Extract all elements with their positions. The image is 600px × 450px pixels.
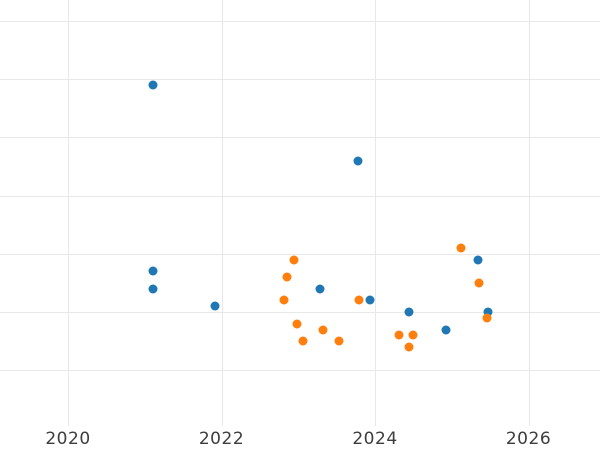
x-tick-label: 2022 — [198, 429, 245, 449]
data-point-series-orange — [482, 313, 492, 323]
x-tick-label: 2020 — [45, 429, 91, 449]
data-point-series-orange — [394, 330, 404, 340]
data-point-series-orange — [456, 243, 466, 253]
data-point-series-blue — [148, 80, 158, 90]
gridline-horizontal — [0, 253, 600, 255]
gridline-horizontal — [0, 195, 600, 197]
data-point-series-orange — [292, 319, 302, 329]
data-point-series-blue — [473, 255, 483, 265]
data-point-series-blue — [148, 284, 158, 294]
gridline-horizontal — [0, 78, 600, 80]
gridline-vertical — [375, 0, 376, 426]
gridline-horizontal — [0, 312, 600, 314]
data-point-series-blue — [483, 307, 493, 317]
x-tick-label: 2024 — [352, 429, 398, 449]
x-tick-label: 2026 — [505, 429, 552, 449]
data-point-series-blue — [365, 295, 375, 305]
data-point-series-orange — [474, 278, 484, 288]
data-point-series-blue — [353, 156, 363, 166]
data-point-series-blue — [315, 284, 325, 294]
gridline-vertical — [528, 0, 530, 426]
data-point-series-orange — [404, 342, 414, 352]
gridline-horizontal — [0, 370, 600, 372]
gridline-horizontal — [0, 137, 600, 139]
data-point-series-blue — [441, 325, 451, 335]
data-point-series-blue — [148, 266, 158, 276]
data-point-series-orange — [408, 330, 418, 340]
data-point-series-orange — [279, 295, 289, 305]
gridline-vertical — [221, 0, 223, 426]
gridline-horizontal — [0, 20, 600, 22]
data-point-series-blue — [210, 301, 220, 311]
data-point-series-orange — [298, 336, 308, 346]
data-point-series-orange — [282, 272, 292, 282]
data-point-series-orange — [289, 255, 299, 265]
data-point-series-blue — [404, 307, 414, 317]
data-point-series-orange — [354, 295, 364, 305]
gridline-vertical — [68, 0, 69, 426]
data-point-series-orange — [318, 325, 328, 335]
data-point-series-orange — [334, 336, 344, 346]
